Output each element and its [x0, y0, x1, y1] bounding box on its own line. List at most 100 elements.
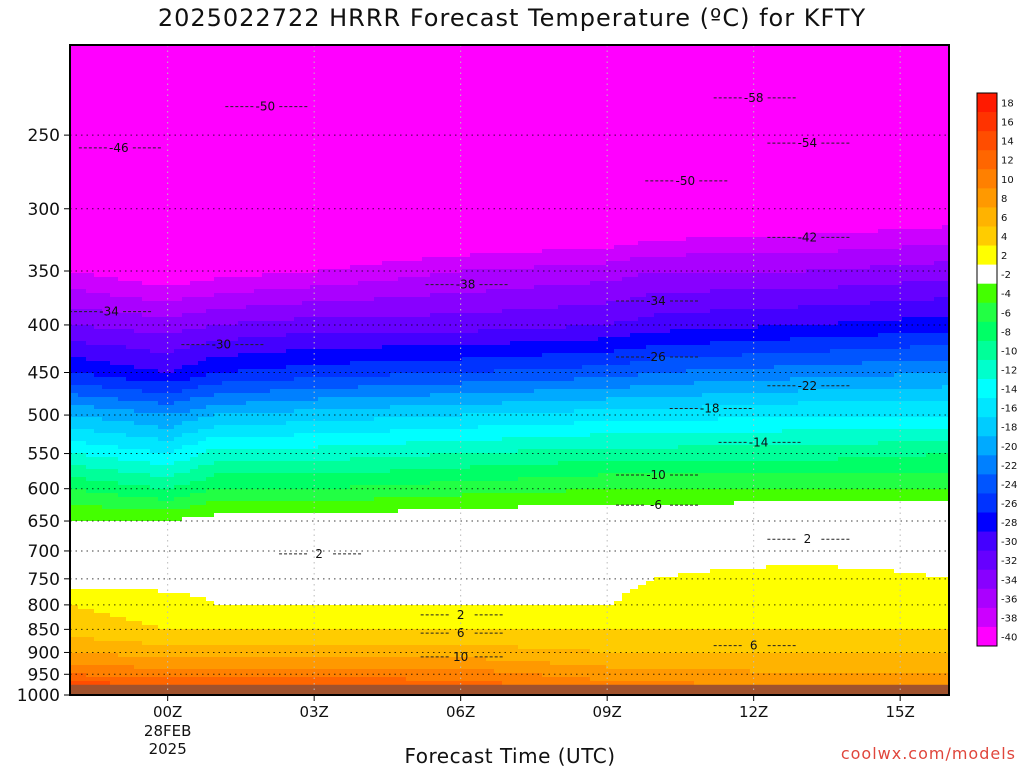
- heatmap-cell: [246, 217, 255, 222]
- heatmap-cell: [206, 313, 215, 318]
- heatmap-cell: [262, 85, 271, 90]
- heatmap-cell: [310, 157, 319, 162]
- heatmap-cell: [174, 285, 183, 290]
- heatmap-cell: [174, 173, 183, 178]
- heatmap-cell: [190, 69, 199, 74]
- heatmap-cell: [198, 137, 207, 142]
- heatmap-cell: [94, 393, 103, 398]
- heatmap-cell: [102, 269, 111, 274]
- heatmap-cell: [278, 357, 287, 362]
- heatmap-cell: [158, 345, 167, 350]
- heatmap-cell: [302, 345, 311, 350]
- heatmap-cell: [86, 349, 95, 354]
- heatmap-cell: [126, 621, 135, 626]
- heatmap-cell: [198, 305, 207, 310]
- heatmap-cell: [286, 281, 295, 286]
- heatmap-cell: [198, 389, 207, 394]
- heatmap-cell: [230, 173, 239, 178]
- heatmap-cell: [198, 293, 207, 298]
- heatmap-cell: [278, 445, 287, 450]
- heatmap-cell: [206, 497, 215, 502]
- heatmap-cell: [294, 601, 303, 606]
- heatmap-cell: [262, 429, 271, 434]
- heatmap-cell: [214, 593, 223, 598]
- heatmap-cell: [182, 285, 191, 290]
- heatmap-cell: [86, 237, 95, 242]
- heatmap-cell: [254, 645, 263, 650]
- heatmap-cell: [230, 601, 239, 606]
- heatmap-cell: [278, 549, 287, 554]
- heatmap-cell: [294, 545, 303, 550]
- heatmap-cell: [94, 417, 103, 422]
- heatmap-cell: [278, 333, 287, 338]
- heatmap-cell: [270, 365, 279, 370]
- heatmap-cell: [70, 509, 79, 514]
- heatmap-cell: [166, 229, 175, 234]
- heatmap-cell: [126, 437, 135, 442]
- heatmap-cell: [110, 613, 119, 618]
- heatmap-cell: [78, 445, 87, 450]
- heatmap-cell: [70, 45, 79, 50]
- heatmap-cell: [254, 669, 263, 674]
- heatmap-cell: [214, 389, 223, 394]
- heatmap-cell: [214, 521, 223, 526]
- heatmap-cell: [246, 573, 255, 578]
- heatmap-cell: [238, 513, 247, 518]
- heatmap-cell: [246, 249, 255, 254]
- heatmap-cell: [150, 121, 159, 126]
- heatmap-cell: [214, 237, 223, 242]
- heatmap-cell: [278, 165, 287, 170]
- heatmap-cell: [94, 389, 103, 394]
- heatmap-cell: [118, 225, 127, 230]
- heatmap-cell: [278, 577, 287, 582]
- heatmap-cell: [110, 213, 119, 218]
- heatmap-cell: [182, 333, 191, 338]
- heatmap-cell: [150, 269, 159, 274]
- heatmap-cell: [86, 377, 95, 382]
- heatmap-cell: [278, 301, 287, 306]
- heatmap-cell: [246, 165, 255, 170]
- heatmap-cell: [94, 397, 103, 402]
- heatmap-cell: [286, 213, 295, 218]
- heatmap-cell: [230, 573, 239, 578]
- heatmap-cell: [118, 53, 127, 58]
- heatmap-cell: [158, 469, 167, 474]
- heatmap-cell: [222, 89, 231, 94]
- heatmap-cell: [142, 385, 151, 390]
- heatmap-cell: [238, 205, 247, 210]
- heatmap-cell: [262, 393, 271, 398]
- heatmap-cell: [198, 93, 207, 98]
- heatmap-cell: [246, 241, 255, 246]
- heatmap-cell: [126, 185, 135, 190]
- heatmap-cell: [262, 45, 271, 50]
- heatmap-cell: [110, 621, 119, 626]
- heatmap-cell: [86, 173, 95, 178]
- heatmap-cell: [174, 553, 183, 558]
- heatmap-cell: [286, 441, 295, 446]
- heatmap-cell: [142, 225, 151, 230]
- heatmap-cell: [174, 153, 183, 158]
- heatmap-cell: [262, 289, 271, 294]
- heatmap-cell: [254, 349, 263, 354]
- heatmap-cell: [126, 461, 135, 466]
- heatmap-cell: [214, 461, 223, 466]
- heatmap-cell: [262, 269, 271, 274]
- heatmap-cell: [134, 253, 143, 258]
- heatmap-cell: [214, 505, 223, 510]
- heatmap-cell: [230, 637, 239, 642]
- heatmap-cell: [78, 277, 87, 282]
- heatmap-cell: [294, 617, 303, 622]
- heatmap-cell: [142, 553, 151, 558]
- heatmap-cell: [166, 181, 175, 186]
- heatmap-cell: [102, 377, 111, 382]
- heatmap-cell: [278, 345, 287, 350]
- heatmap-cell: [198, 329, 207, 334]
- heatmap-cell: [182, 401, 191, 406]
- heatmap-cell: [142, 61, 151, 66]
- heatmap-cell: [230, 521, 239, 526]
- heatmap-cell: [310, 145, 319, 150]
- heatmap-cell: [222, 157, 231, 162]
- heatmap-cell: [246, 237, 255, 242]
- heatmap-cell: [278, 153, 287, 158]
- heatmap-cell: [206, 601, 215, 606]
